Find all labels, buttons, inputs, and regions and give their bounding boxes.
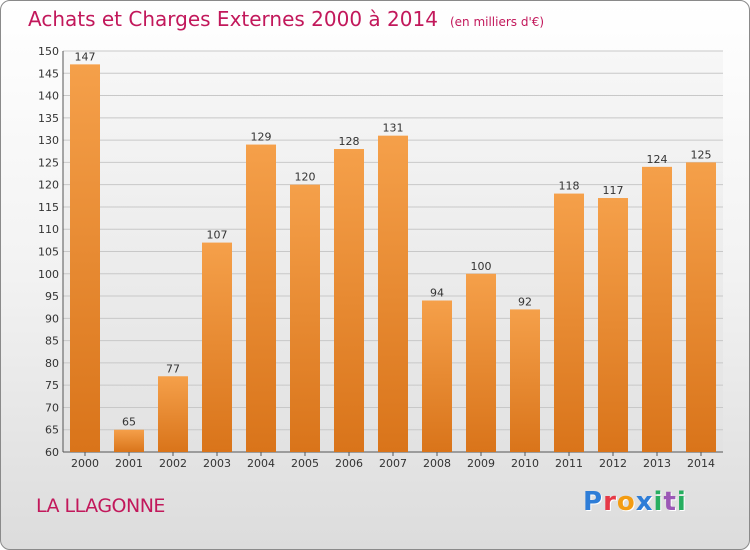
- data-label: 147: [75, 50, 96, 63]
- bar: [158, 376, 188, 452]
- y-tick-label: 95: [45, 290, 59, 303]
- x-tick-label: 2002: [159, 457, 187, 470]
- y-tick-label: 75: [45, 379, 59, 392]
- data-label: 118: [559, 180, 580, 193]
- y-tick-label: 145: [38, 67, 59, 80]
- chart-title: Achats et Charges Externes 2000 à 2014 (e…: [28, 7, 544, 31]
- bar: [378, 135, 408, 452]
- bar: [246, 144, 276, 453]
- x-tick-label: 2008: [423, 457, 451, 470]
- bar: [510, 309, 540, 452]
- y-tick-label: 150: [38, 45, 59, 58]
- y-tick-label: 105: [38, 246, 59, 259]
- proxiti-logo: Proxiti: [583, 487, 687, 517]
- x-tick-label: 2006: [335, 457, 363, 470]
- bar: [202, 242, 232, 452]
- brand-letter: P: [583, 487, 604, 517]
- brand-letter: r: [603, 487, 617, 517]
- data-label: 107: [207, 229, 228, 242]
- bar: [686, 162, 716, 452]
- x-tick-label: 2011: [555, 457, 583, 470]
- x-tick-label: 2010: [511, 457, 539, 470]
- x-tick-label: 2012: [599, 457, 627, 470]
- title-unit: (en milliers d'€): [449, 15, 545, 29]
- brand-letter: o: [616, 487, 636, 517]
- brand-letter: t: [663, 487, 677, 517]
- bar: [290, 184, 320, 452]
- y-tick-label: 80: [45, 357, 59, 370]
- x-tick-label: 2005: [291, 457, 319, 470]
- y-tick-label: 85: [45, 335, 59, 348]
- data-label: 129: [251, 131, 272, 144]
- data-label: 77: [166, 362, 180, 375]
- data-label: 124: [647, 153, 668, 166]
- bar: [554, 193, 584, 453]
- data-label: 117: [603, 184, 624, 197]
- plot-area: 60 65 70 75 80 85 90 95 100 105 110 115 120 125 130 135…: [38, 45, 723, 470]
- x-tick-label: 2001: [115, 457, 143, 470]
- data-label: 128: [339, 135, 360, 148]
- bar: [422, 300, 452, 452]
- place-name: LA LLAGONNE: [36, 495, 165, 517]
- data-label: 65: [122, 416, 136, 429]
- data-label: 94: [430, 287, 444, 300]
- bar: [70, 64, 100, 452]
- y-tick-label: 120: [38, 179, 59, 192]
- bar: [642, 166, 672, 452]
- y-tick-label: 135: [38, 112, 59, 125]
- x-tick-label: 2003: [203, 457, 231, 470]
- y-tick-label: 140: [38, 90, 59, 103]
- bar: [598, 198, 628, 452]
- title-text: Achats et Charges Externes 2000 à 2014: [28, 7, 438, 31]
- y-tick-label: 60: [45, 446, 59, 459]
- y-tick-label: 110: [38, 223, 59, 236]
- y-tick-label: 100: [38, 268, 59, 281]
- x-tick-label: 2009: [467, 457, 495, 470]
- x-tick-label: 2004: [247, 457, 275, 470]
- data-label: 92: [518, 295, 532, 308]
- data-label: 125: [691, 148, 712, 161]
- y-tick-label: 125: [38, 156, 59, 169]
- y-tick-label: 115: [38, 201, 59, 214]
- x-tick-label: 2000: [71, 457, 99, 470]
- bar: [334, 149, 364, 452]
- y-tick-label: 70: [45, 401, 59, 414]
- y-tick-label: 65: [45, 424, 59, 437]
- data-label: 120: [295, 171, 316, 184]
- data-label: 100: [471, 260, 492, 273]
- brand-letter: x: [635, 487, 654, 517]
- x-tick-label: 2013: [643, 457, 671, 470]
- brand-letter: i: [653, 487, 664, 517]
- y-tick-label: 130: [38, 134, 59, 147]
- bar: [466, 273, 496, 452]
- data-label: 131: [383, 122, 404, 135]
- x-tick-label: 2007: [379, 457, 407, 470]
- x-tick-label: 2014: [687, 457, 715, 470]
- y-tick-label: 90: [45, 312, 59, 325]
- brand-letter: i: [676, 487, 687, 517]
- bar: [114, 429, 144, 452]
